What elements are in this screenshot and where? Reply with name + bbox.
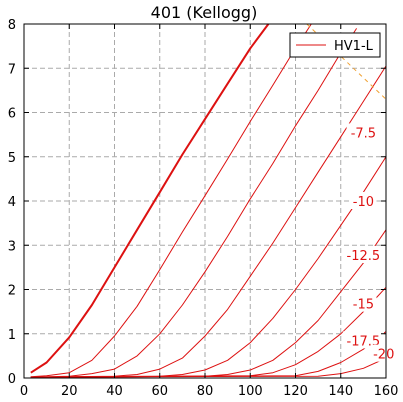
y-tick-label: 3: [8, 239, 16, 254]
y-tick-label: 2: [8, 284, 16, 299]
y-tick-label: 8: [8, 18, 16, 33]
x-tick-label: 0: [20, 384, 28, 399]
curve-labels: -5-7.5-10-12.5-15-17.5-20: [342, 39, 397, 363]
series-layer: [30, 23, 387, 378]
curve-grid--10: [30, 156, 387, 378]
x-tick-label: 160: [374, 384, 399, 399]
y-tick-label: 4: [8, 195, 16, 210]
legend: HV1-L: [289, 32, 381, 58]
curve-label: -20: [373, 348, 394, 363]
y-tick-label: 0: [8, 372, 16, 387]
x-tick-label: 100: [238, 384, 263, 399]
curve-label: -15: [353, 298, 374, 313]
curve-label: -7.5: [351, 126, 376, 141]
curve-label-bg: [342, 245, 384, 263]
curve-grid--17.5: [30, 331, 387, 378]
x-tick-label: 40: [106, 384, 123, 399]
y-tick-label: 7: [8, 62, 16, 77]
chart-title: 401 (Kellogg): [151, 3, 258, 22]
y-tick-label: 1: [8, 328, 16, 343]
x-tick-label: 20: [61, 384, 78, 399]
curve-label-bg: [342, 331, 384, 349]
legend-box: [289, 32, 381, 58]
curve-grid--15: [30, 286, 387, 378]
curve-grid--7.5: [30, 65, 387, 378]
curve-label-bg: [350, 192, 377, 209]
curve-label: -10: [353, 195, 374, 210]
x-tick-label: 80: [197, 384, 214, 399]
curve-label-bg: [350, 294, 377, 312]
y-tick-label: 5: [8, 151, 16, 166]
curve-label-bg: [370, 344, 397, 362]
x-tick-label: 140: [328, 384, 353, 399]
curve-grid-0: [30, 23, 270, 374]
x-tick-label: 120: [283, 384, 308, 399]
curve-grid--5: [30, 28, 358, 378]
legend-label: HV1-L: [334, 39, 374, 54]
curve-grid--12.5: [30, 229, 387, 378]
x-tick-label: 60: [151, 384, 168, 399]
grid: [24, 24, 386, 378]
axes: 0 20 40 60 80 100 120 140 160 0 1 2 3 4 5 6 7 8: [8, 18, 399, 399]
curve-grid--2.5: [30, 23, 312, 378]
y-tick-label: 6: [8, 107, 16, 122]
curve-label: -12.5: [347, 249, 381, 264]
curve-label-bg: [346, 123, 381, 141]
